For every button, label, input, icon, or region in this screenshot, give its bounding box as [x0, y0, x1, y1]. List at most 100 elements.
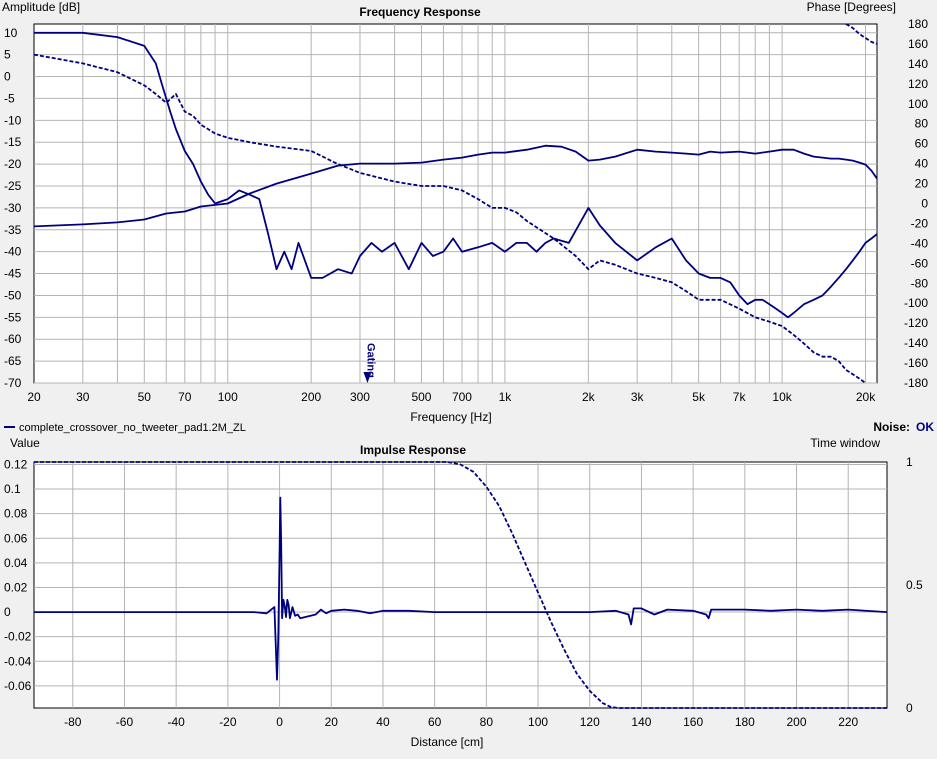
phase-tick-label: -60 — [911, 256, 929, 270]
legend-row: complete_crossover_no_tweeter_pad1.2M_ZL… — [4, 420, 934, 434]
frequency-response-plot-area — [33, 23, 878, 384]
phase-tick-label: 180 — [908, 17, 928, 31]
distance-tick-label: 200 — [787, 715, 807, 729]
distance-tick-label: 20 — [325, 715, 339, 729]
frequency-response-chart: 20 30 50 70 100 200 300 500 700 1k 2k 3k 5k 7k 10k 20k1… — [2, 0, 928, 424]
series-time-window — [34, 461, 887, 709]
value-tick-label: 0.12 — [4, 457, 28, 471]
distance-tick-label: 180 — [735, 715, 755, 729]
phase-tick-label: 100 — [908, 97, 928, 111]
phase-tick-label: -40 — [911, 236, 929, 250]
amplitude-tick-label: -30 — [4, 201, 22, 215]
frequency-tick-label: 700 — [452, 390, 472, 404]
phase-tick-label: -80 — [911, 276, 929, 290]
amplitude-tick-label: -20 — [4, 157, 22, 171]
frequency-tick-label: 300 — [350, 390, 370, 404]
frequency-tick-label: 7k — [733, 390, 747, 404]
distance-tick-label: 60 — [428, 715, 442, 729]
amplitude-tick-label: -65 — [4, 354, 22, 368]
amplitude-tick-label: -50 — [4, 288, 22, 302]
frequency-tick-label: 100 — [218, 390, 238, 404]
amplitude-tick-label: 0 — [4, 70, 11, 84]
noise-label: Noise: — [873, 420, 910, 434]
phase-tick-label: -180 — [904, 376, 928, 390]
frequency-tick-label: 5k — [692, 390, 706, 404]
frequency-tick-label: 70 — [178, 390, 192, 404]
value-tick-label: -0.04 — [4, 654, 32, 668]
noise-status: OK — [916, 420, 934, 434]
distance-tick-label: 140 — [631, 715, 651, 729]
phase-tick-label: 40 — [915, 157, 929, 171]
time-window-tick-label: 1 — [906, 455, 913, 469]
phase-tick-label: -120 — [904, 316, 928, 330]
value-tick-label: 0.06 — [4, 531, 28, 545]
distance-tick-label: -40 — [167, 715, 185, 729]
phase-tick-label: -100 — [904, 296, 928, 310]
phase-tick-label: 20 — [915, 177, 929, 191]
frequency-tick-label: 2k — [582, 390, 596, 404]
frequency-tick-label: 20k — [856, 390, 876, 404]
phase-tick-label: 120 — [908, 77, 928, 91]
phase-tick-label: 160 — [908, 37, 928, 51]
value-axis-label: Value — [10, 436, 40, 450]
gating-marker-label: Gating — [364, 343, 376, 378]
frequency-tick-label: 20 — [27, 390, 41, 404]
distance-tick-label: 80 — [480, 715, 494, 729]
amplitude-tick-label: -15 — [4, 135, 22, 149]
amplitude-tick-label: -40 — [4, 245, 22, 259]
phase-axis-label: Phase [Degrees] — [807, 0, 896, 14]
value-tick-label: 0 — [4, 605, 11, 619]
impulse-response-chart: -80 -60 -40 -20 0 20 40 60 80 100 120 140 160 180 200 2… — [4, 436, 923, 749]
phase-tick-label: -160 — [904, 356, 928, 370]
impulse-response-title: Impulse Response — [360, 443, 466, 457]
amplitude-tick-label: -25 — [4, 179, 22, 193]
amplitude-tick-label: 5 — [4, 48, 11, 62]
amplitude-tick-label: -35 — [4, 223, 22, 237]
series-impulse — [34, 496, 887, 681]
impulse-response-plot-area — [33, 461, 888, 709]
frequency-tick-label: 3k — [631, 390, 645, 404]
legend-series-name: complete_crossover_no_tweeter_pad1.2M_ZL — [19, 422, 246, 434]
amplitude-tick-label: -10 — [4, 113, 22, 127]
phase-tick-label: -140 — [904, 336, 928, 350]
value-tick-label: 0.1 — [4, 482, 21, 496]
distance-tick-label: 40 — [376, 715, 390, 729]
distance-axis-label: Distance [cm] — [411, 735, 484, 749]
distance-tick-label: -80 — [64, 715, 82, 729]
gating-marker-arrow — [363, 372, 372, 383]
phase-tick-label: 0 — [921, 197, 928, 211]
distance-tick-label: 160 — [683, 715, 703, 729]
frequency-tick-label: 500 — [411, 390, 431, 404]
amplitude-tick-label: 10 — [4, 26, 18, 40]
time-window-tick-label: 0 — [906, 701, 913, 715]
amplitude-axis-label: Amplitude [dB] — [2, 0, 80, 14]
phase-tick-label: 60 — [915, 137, 929, 151]
series-phase-dashed — [845, 24, 877, 45]
amplitude-tick-label: -45 — [4, 267, 22, 281]
value-tick-label: 0.04 — [4, 556, 28, 570]
frequency-tick-label: 30 — [76, 390, 90, 404]
frequency-tick-label: 50 — [138, 390, 152, 404]
value-tick-label: -0.02 — [4, 630, 32, 644]
value-tick-label: 0.08 — [4, 507, 28, 521]
phase-tick-label: 80 — [915, 117, 929, 131]
value-tick-label: 0.02 — [4, 580, 28, 594]
series-amplitude-dashed — [34, 53, 867, 383]
amplitude-tick-label: -5 — [4, 91, 15, 105]
amplitude-tick-label: -60 — [4, 332, 22, 346]
frequency-response-title: Frequency Response — [359, 5, 481, 19]
series-phase — [34, 144, 877, 228]
phase-tick-label: -20 — [911, 216, 929, 230]
frequency-tick-label: 10k — [772, 390, 792, 404]
distance-tick-label: 220 — [838, 715, 858, 729]
frequency-tick-label: 200 — [301, 390, 321, 404]
value-tick-label: -0.06 — [4, 679, 32, 693]
frequency-axis-label: Frequency [Hz] — [410, 410, 491, 424]
distance-tick-label: -20 — [219, 715, 237, 729]
frequency-tick-label: 1k — [499, 390, 513, 404]
time-window-axis-label: Time window — [810, 436, 880, 450]
distance-tick-label: 100 — [528, 715, 548, 729]
phase-tick-label: 140 — [908, 57, 928, 71]
amplitude-tick-label: -70 — [4, 376, 22, 390]
distance-tick-label: -60 — [116, 715, 134, 729]
